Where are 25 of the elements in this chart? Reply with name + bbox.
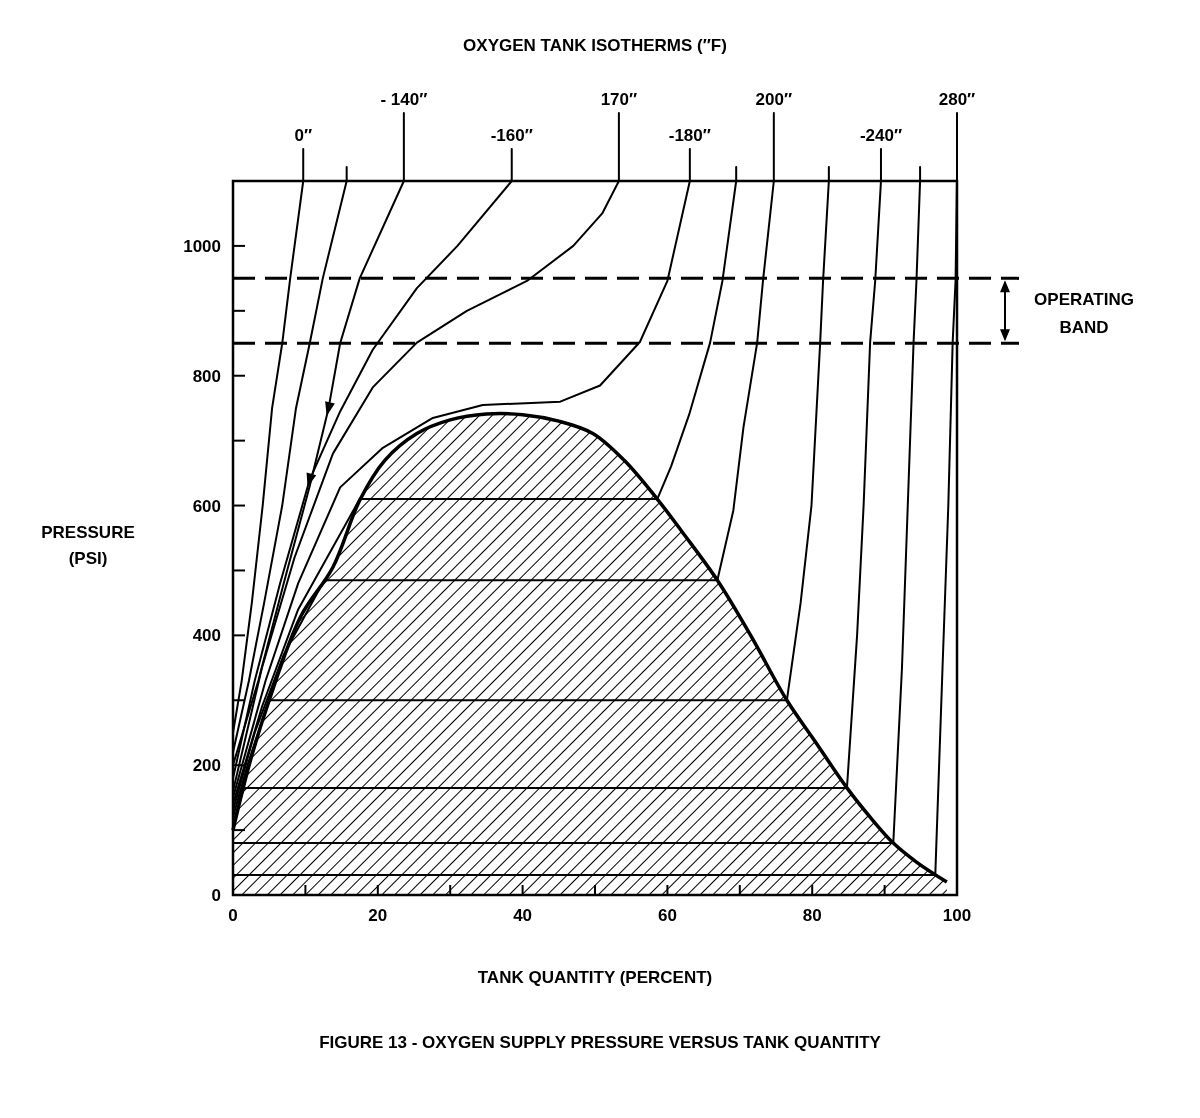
series-label: -180″ [668,126,711,145]
x-tick-label: 0 [228,906,238,925]
series-label: - 140″ [380,90,428,109]
series-label: 200″ [755,90,793,109]
x-axis-title: TANK QUANTITY (PERCENT) [477,968,713,987]
x-tick-label: 80 [802,906,822,925]
y-tick-label: 800 [192,366,221,386]
series-label: 170″ [600,90,638,109]
y-tick-label: 400 [192,626,221,646]
x-tick-label: 20 [368,906,388,925]
text: OXYGEN TANK ISOTHERMS (″F) [463,36,727,55]
y-axis-title: PRESSURE (PSI) [41,523,135,568]
text: OPERATING BAND [1034,289,1134,337]
text: FIGURE 13 - OXYGEN SUPPLY PRESSURE VERSUS TANK QUANTITY [319,1033,882,1052]
y-tick-label: 600 [192,496,221,516]
y-tick-label: 200 [192,756,221,776]
series-label: -160″ [490,126,533,145]
series-label: -240″ [859,126,903,145]
x-tick-label: 60 [657,906,677,925]
y-tick-label: 1000 [183,236,221,256]
y-tick-label: 0 [211,886,221,905]
x-tick-label: 40 [513,906,533,925]
series-label: 0″ [294,126,313,145]
series-label: 280″ [938,90,976,109]
x-tick-label: 100 [942,906,972,925]
